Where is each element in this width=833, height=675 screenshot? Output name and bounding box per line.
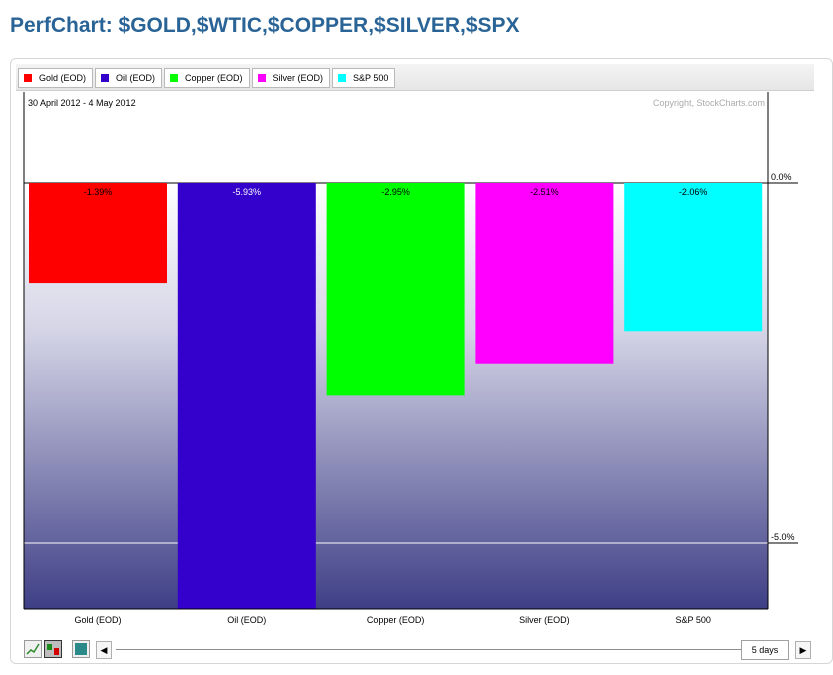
legend-label: Silver (EOD) (272, 73, 324, 83)
x-category-label: Copper (EOD) (367, 615, 425, 625)
legend-label: S&P 500 (353, 73, 389, 83)
x-category-label: S&P 500 (676, 615, 711, 625)
line-chart-mode-button[interactable] (24, 640, 42, 658)
x-category-label: Oil (EOD) (227, 615, 266, 625)
legend-item[interactable]: Oil (EOD) (95, 68, 163, 88)
x-category-label: Gold (EOD) (74, 615, 121, 625)
legend-swatch (24, 74, 32, 82)
bar-value-label: -1.39% (84, 187, 113, 197)
legend-item[interactable]: S&P 500 (332, 68, 396, 88)
x-category-label: Silver (EOD) (519, 615, 570, 625)
legend-swatch (101, 74, 110, 82)
legend-swatch (257, 74, 266, 82)
legend-bar: Gold (EOD) Oil (EOD) Copper (EOD) Silver (E… (16, 64, 814, 91)
bar-chart-icon (47, 644, 59, 655)
legend-label: Copper (EOD) (185, 73, 243, 83)
plot-top-background (24, 92, 768, 183)
line-chart-icon (26, 643, 40, 655)
ytick-label: -5.0% (771, 532, 795, 542)
period-slider-track[interactable] (116, 649, 741, 650)
legend-label: Oil (EOD) (116, 73, 156, 83)
bar-2 (326, 183, 465, 396)
page-title: PerfChart: $GOLD,$WTIC,$COPPER,$SILVER,$… (10, 14, 520, 37)
chart-controls: ◀ 5 days ▶ (24, 640, 814, 660)
histogram-icon (75, 643, 87, 655)
bar-chart-mode-button[interactable] (44, 640, 62, 658)
bar-3 (475, 183, 614, 364)
bar-value-label: -2.95% (381, 187, 410, 197)
bar-4 (624, 183, 763, 332)
scroll-left-button[interactable]: ◀ (96, 641, 112, 659)
bar-value-label: -2.51% (530, 187, 559, 197)
bar-value-label: -5.93% (233, 187, 262, 197)
legend-item[interactable]: Copper (EOD) (164, 68, 250, 88)
ytick-label: 0.0% (771, 172, 792, 182)
copyright: Copyright, StockCharts.com (653, 98, 765, 108)
legend-label: Gold (EOD) (39, 73, 87, 83)
legend-items: Gold (EOD) Oil (EOD) Copper (EOD) Silver (E… (18, 68, 397, 88)
legend-swatch (338, 74, 347, 82)
period-selector[interactable]: 5 days (741, 640, 789, 660)
legend-swatch (170, 74, 179, 82)
legend-item[interactable]: Gold (EOD) (18, 68, 94, 88)
bar-0 (29, 183, 167, 284)
bar-1 (177, 183, 316, 609)
bar-value-label: -2.06% (679, 187, 708, 197)
scroll-right-button[interactable]: ▶ (795, 641, 811, 659)
date-range: 30 April 2012 - 4 May 2012 (28, 98, 136, 108)
legend-item[interactable]: Silver (EOD) (251, 68, 331, 88)
histogram-mode-button[interactable] (72, 640, 90, 658)
